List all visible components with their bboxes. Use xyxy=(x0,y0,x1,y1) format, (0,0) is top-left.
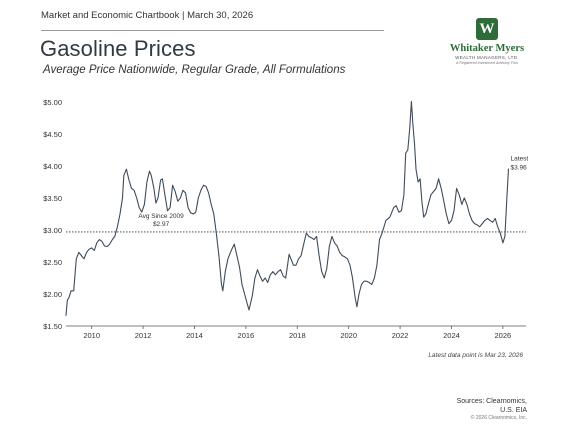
latest-label: Latest xyxy=(511,156,529,163)
x-tick-label: 2010 xyxy=(83,331,100,340)
latest-value-label: $3.96 xyxy=(511,165,528,172)
y-tick-label: $3.00 xyxy=(43,226,62,235)
x-tick-label: 2026 xyxy=(495,331,512,340)
sources-line-1: Sources: Clearnomics, xyxy=(456,398,527,405)
header-rule xyxy=(41,30,384,31)
gasoline-price-line xyxy=(65,100,510,316)
latest-data-footnote: Latest data point is Mar 23, 2026 xyxy=(428,352,523,359)
y-tick-label: $3.50 xyxy=(43,194,62,203)
x-tick-label: 2016 xyxy=(238,331,255,340)
y-tick-label: $4.00 xyxy=(43,162,62,171)
y-tick-label: $4.50 xyxy=(43,130,62,139)
chart-title: Gasoline Prices xyxy=(40,36,196,61)
logo-subtitle: WEALTH MANAGERS, LTD. xyxy=(455,55,519,60)
chartbook-header: Market and Economic Chartbook | March 30… xyxy=(41,10,254,21)
sources-note: Sources: Clearnomics, U.S. EIA xyxy=(457,397,527,415)
x-tick-label: 2012 xyxy=(135,331,152,340)
y-tick-label: $5.00 xyxy=(43,98,62,107)
average-label: Avg Since 2009 xyxy=(138,213,184,220)
average-value-label: $2.97 xyxy=(153,221,170,228)
y-tick-label: $1.50 xyxy=(43,322,62,331)
copyright-note: © 2026 Clearnomics, Inc. xyxy=(470,415,527,421)
sources-line-2: U.S. EIA xyxy=(500,407,527,414)
x-tick-label: 2018 xyxy=(289,331,306,340)
y-tick-label: $2.50 xyxy=(43,258,62,267)
logo-tagline: A Registered Investment Advisory Firm xyxy=(455,61,519,65)
logo-mark-icon: W xyxy=(476,18,498,40)
x-tick-label: 2024 xyxy=(443,331,460,340)
x-tick-label: 2014 xyxy=(186,331,203,340)
chart-subtitle: Average Price Nationwide, Regular Grade,… xyxy=(43,64,346,76)
logo-mark-letter: W xyxy=(479,21,495,37)
logo-name: Whitaker Myers xyxy=(449,43,525,54)
company-logo: W Whitaker Myers WEALTH MANAGERS, LTD. A… xyxy=(432,18,542,98)
x-tick-label: 2022 xyxy=(392,331,409,340)
x-tick-label: 2020 xyxy=(340,331,357,340)
y-tick-label: $2.00 xyxy=(43,290,62,299)
